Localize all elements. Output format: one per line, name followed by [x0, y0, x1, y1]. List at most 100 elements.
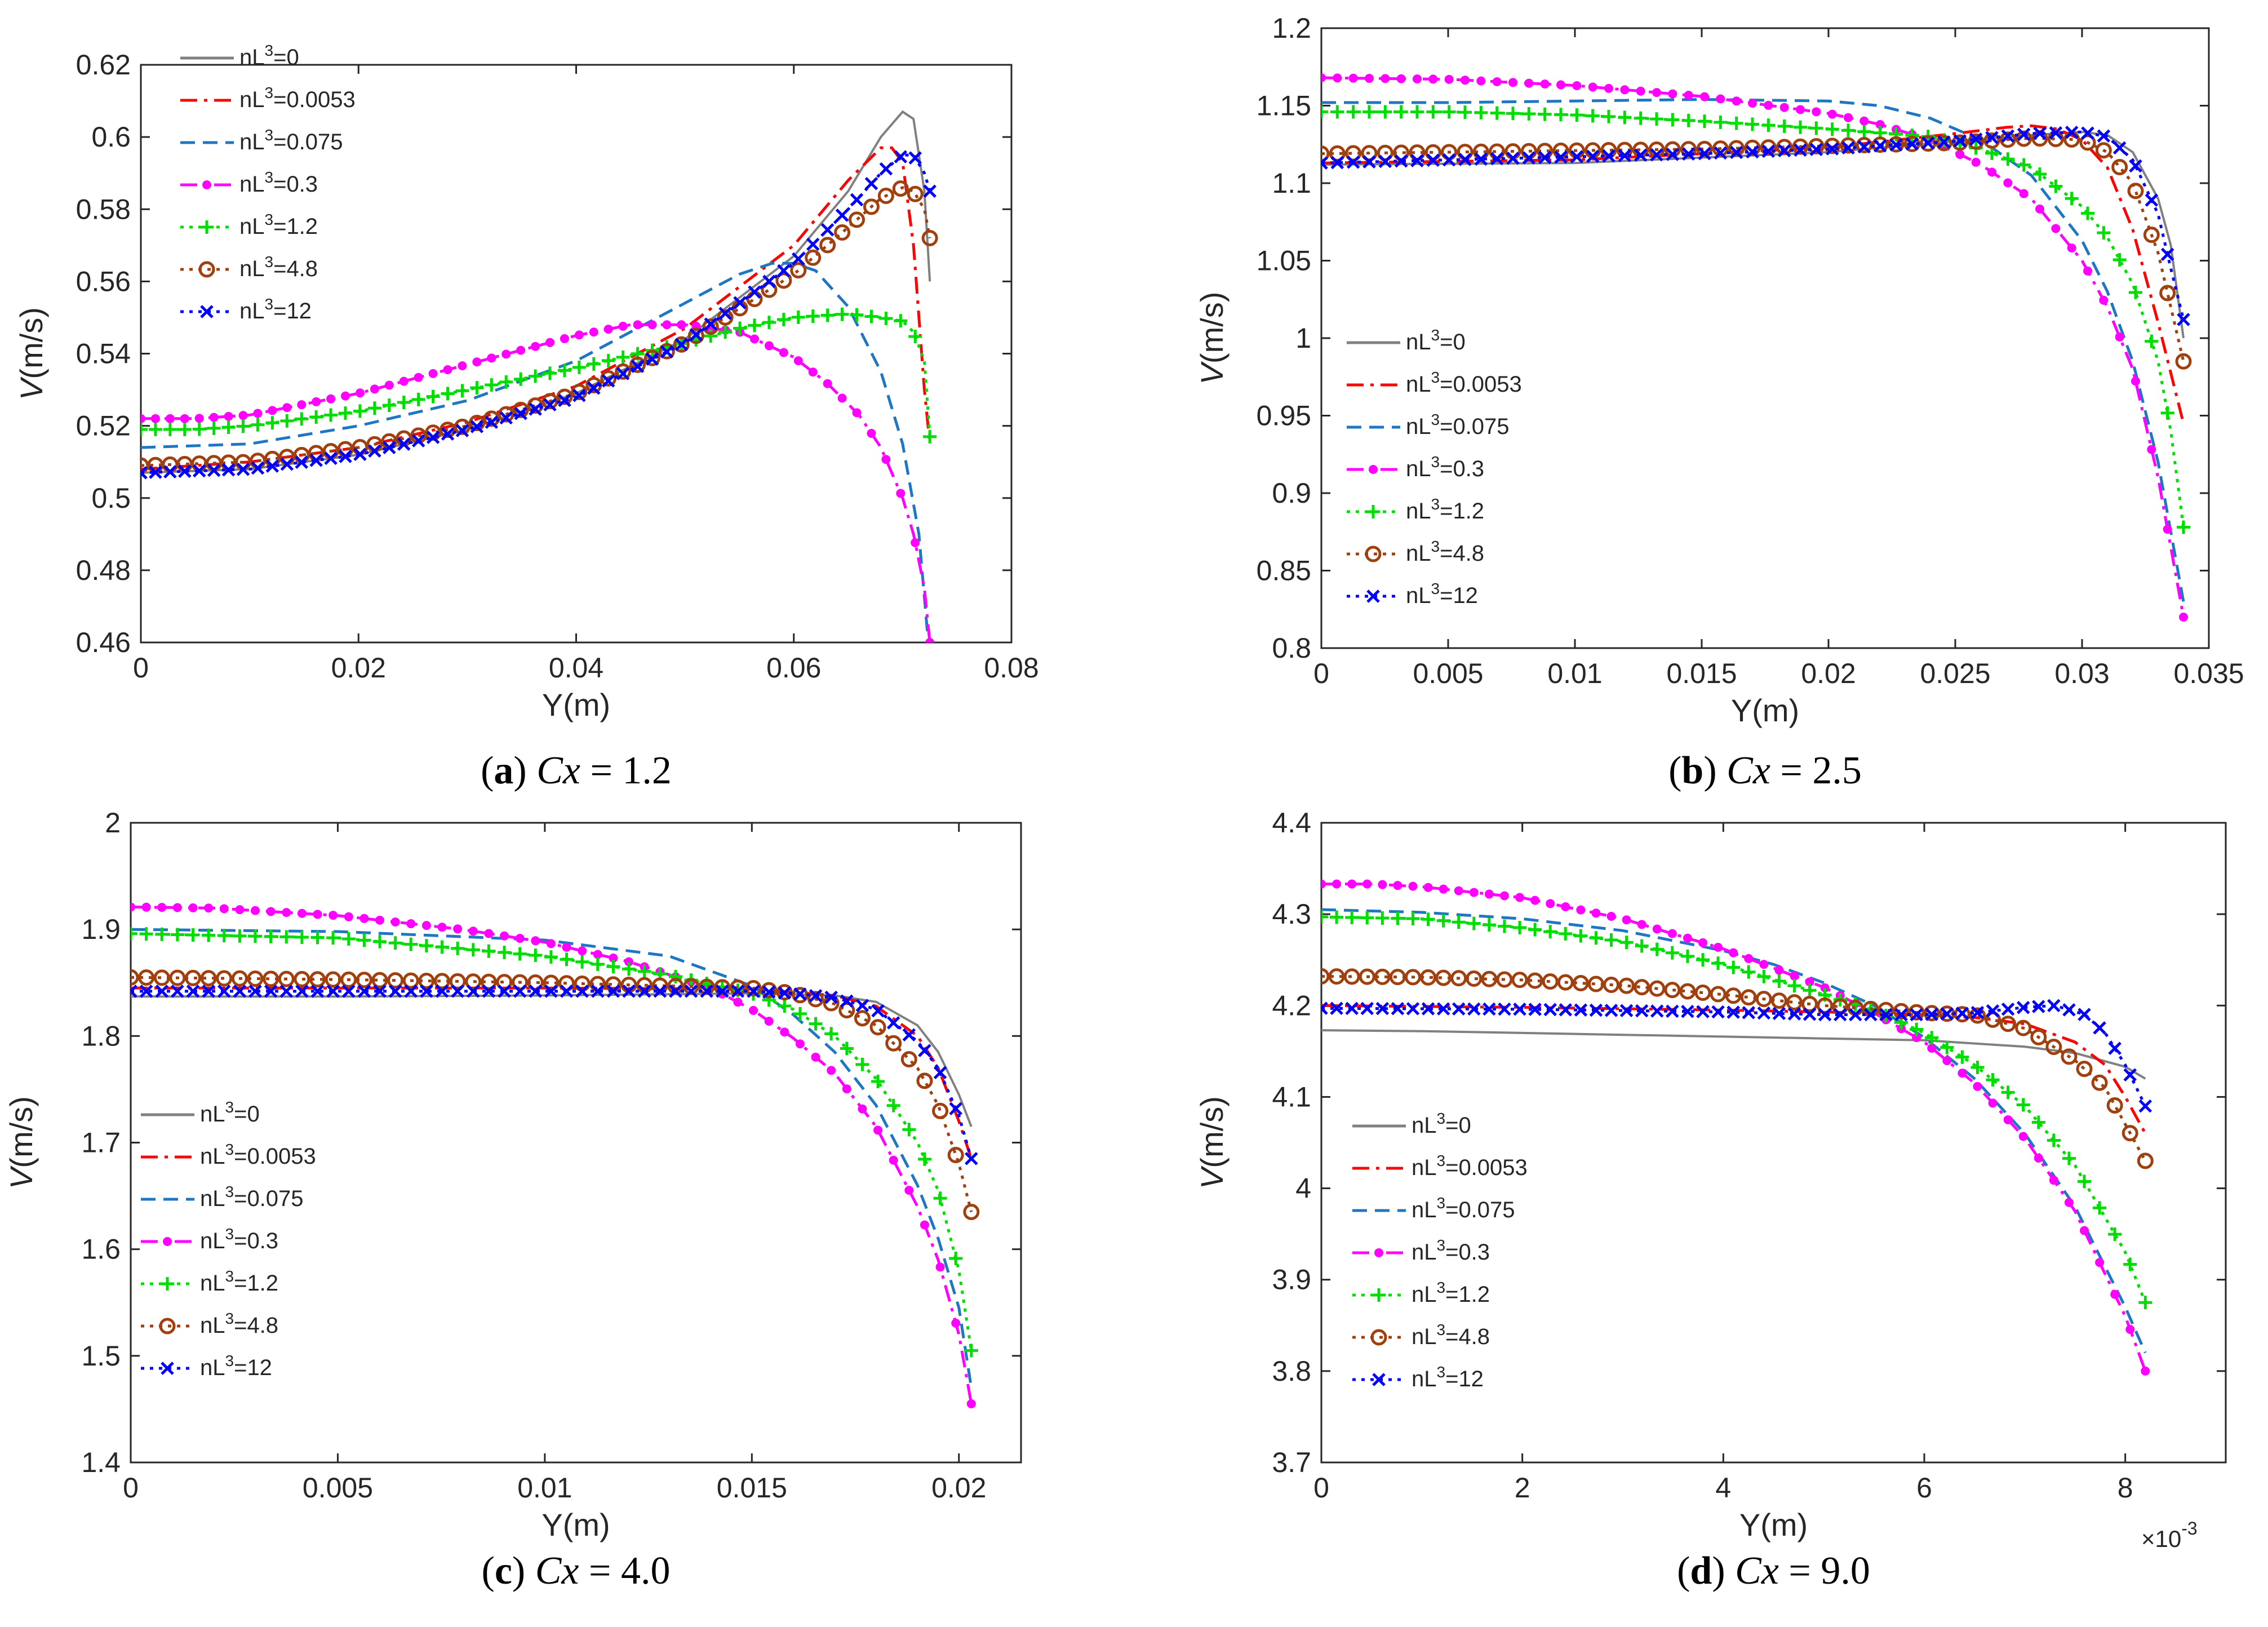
data-point [575, 985, 589, 998]
data-point [1604, 83, 1613, 93]
data-point [1698, 147, 1711, 161]
x-tick-label: 0 [1313, 1472, 1329, 1504]
legend-label: nL3=12 [200, 1352, 272, 1380]
y-tick-label: 0.48 [76, 555, 131, 586]
data-point [1680, 949, 1694, 963]
data-point [178, 464, 192, 478]
data-point [808, 367, 818, 377]
data-point [426, 431, 440, 444]
legend-label-rest: =0 [1440, 330, 1466, 354]
data-point [1844, 113, 1853, 122]
data-point [264, 929, 278, 943]
data-point [764, 1017, 774, 1026]
x-tick-label: 0.02 [931, 1472, 986, 1504]
legend-label-sup: 3 [1437, 1236, 1446, 1254]
y-tick-label: 4.2 [1272, 990, 1311, 1021]
y-axis-label: V(m/s) [1194, 1096, 1230, 1189]
legend-label-rest: =12 [273, 299, 312, 323]
data-point [1809, 121, 1823, 135]
data-point [871, 1004, 885, 1018]
series-3 [131, 902, 976, 1408]
data-point [704, 329, 718, 343]
data-point [468, 926, 478, 936]
data-point [1321, 73, 1326, 82]
data-point [835, 209, 849, 222]
legend-marker [1369, 465, 1378, 474]
legend-label-sup: 3 [225, 1141, 234, 1158]
data-point [591, 957, 605, 971]
data-point [1650, 942, 1664, 956]
data-point [1760, 139, 1777, 156]
data-point [543, 366, 557, 380]
data-point [1681, 147, 1696, 161]
data-point [1940, 1007, 1954, 1021]
data-point [2111, 158, 2128, 175]
data-point [1955, 1007, 1969, 1020]
data-point [1824, 138, 1841, 154]
data-point [2000, 1016, 2017, 1032]
legend-marker [198, 261, 215, 278]
data-point [340, 971, 357, 988]
legend-marker [1370, 1329, 1387, 1346]
data-point [192, 422, 206, 436]
data-point [2095, 142, 2112, 159]
data-point [557, 363, 571, 378]
legend-label-sup: 3 [225, 1310, 234, 1327]
data-point [1970, 1061, 1985, 1074]
legend-label-rest: =4.8 [273, 256, 318, 281]
data-point [313, 910, 322, 919]
data-point [1714, 146, 1728, 160]
data-point [2017, 127, 2031, 141]
x-tick-label: 0.005 [303, 1472, 373, 1504]
data-point [294, 970, 310, 987]
data-point [1985, 131, 1999, 144]
data-point [1710, 986, 1726, 1003]
y-axis-label: V(m/s) [14, 307, 49, 400]
data-point [1666, 148, 1680, 161]
data-point [441, 427, 455, 441]
data-point [615, 363, 632, 380]
data-point [279, 930, 294, 944]
legend-label-sup: 3 [1437, 1194, 1446, 1212]
data-point [849, 211, 866, 228]
data-point [295, 455, 308, 469]
plot-area [1321, 73, 2192, 622]
data-point [516, 345, 526, 355]
data-point [2099, 295, 2109, 305]
data-point [2076, 1061, 2093, 1078]
data-point [388, 985, 402, 998]
data-point [356, 972, 372, 988]
data-point [947, 1147, 964, 1164]
data-point [353, 404, 367, 418]
data-point [1970, 1005, 1985, 1019]
data-point [1787, 979, 1801, 993]
data-point [601, 353, 615, 367]
data-point [673, 336, 690, 353]
data-point [499, 375, 513, 389]
data-point [390, 917, 400, 926]
data-point [1634, 148, 1648, 162]
data-point [820, 223, 835, 237]
data-point [624, 957, 634, 967]
data-point [886, 1016, 900, 1030]
data-point [1404, 969, 1421, 986]
legend-label-rest: =0.3 [273, 172, 318, 197]
data-point [1808, 138, 1825, 155]
data-point [1726, 960, 1741, 974]
data-point [1746, 117, 1759, 131]
data-point [762, 985, 776, 999]
data-point [1953, 134, 1967, 148]
legend-marker [200, 220, 214, 234]
data-point [2112, 252, 2127, 267]
data-point [149, 466, 162, 479]
data-point [778, 986, 792, 1000]
legend-label: nL3=0.0053 [239, 84, 356, 112]
data-point [248, 929, 263, 943]
x-tick-label: 0 [123, 1472, 139, 1504]
panel-a: 0.46 0.48 0.5 0.52 0.54 0.56 0.58 0.6 0.62 0 0.02 0… [14, 42, 1039, 792]
data-point [1587, 976, 1604, 992]
data-point [2177, 520, 2190, 534]
data-point [1476, 76, 1486, 86]
data-point [186, 928, 200, 942]
data-point [606, 960, 620, 974]
